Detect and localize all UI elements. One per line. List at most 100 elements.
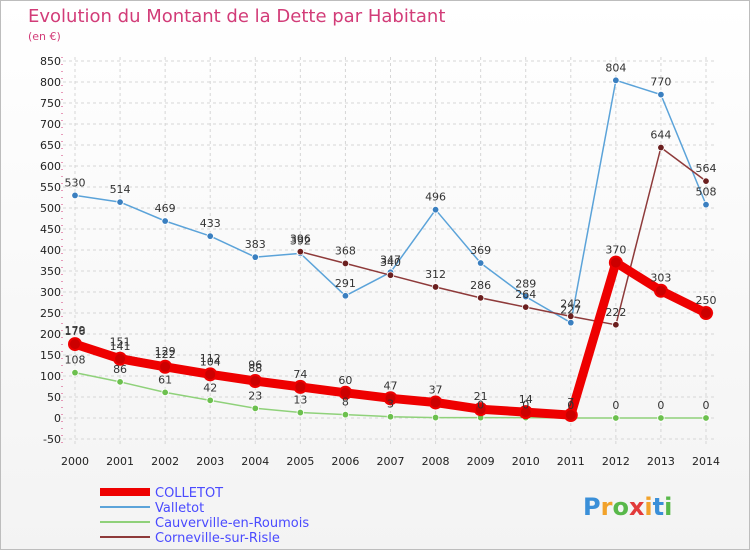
legend-swatch-valletot [100, 506, 150, 508]
data-point [522, 292, 530, 301]
x-tick-label: 2009 [467, 455, 495, 468]
chart-subtitle: (en €) [28, 30, 61, 43]
x-tick-label: 2013 [647, 455, 675, 468]
data-point [657, 414, 665, 422]
data-point [702, 414, 710, 422]
data-label: 122 [155, 348, 176, 361]
y-tick-label: 850 [40, 55, 61, 68]
y-tick-label: 650 [40, 139, 61, 152]
data-point [428, 395, 443, 410]
data-point [161, 217, 169, 225]
legend-swatch-colletot [100, 488, 150, 496]
y-tick-label: 350 [40, 265, 61, 278]
data-label: 303 [650, 272, 671, 285]
legend: COLLETOT Valletot Cauverville-en-Roumois… [100, 486, 309, 546]
data-label: 0 [522, 399, 529, 412]
y-tick-label: 200 [40, 328, 61, 341]
data-label: 61 [158, 373, 172, 386]
data-label: 37 [429, 383, 443, 396]
data-point [113, 351, 128, 366]
data-label: 60 [338, 374, 352, 387]
data-label: 469 [155, 202, 176, 215]
data-point [476, 259, 485, 267]
data-point [699, 306, 713, 320]
data-label: 347 [380, 253, 401, 266]
legend-label-valletot: Valletot [155, 501, 204, 516]
data-point [608, 255, 623, 270]
data-point [612, 321, 620, 329]
data-label: 530 [65, 176, 86, 189]
data-label: 496 [425, 191, 446, 204]
data-label: 368 [335, 244, 356, 257]
data-point [653, 283, 668, 298]
data-point [206, 232, 214, 240]
y-tick-label: 450 [40, 223, 61, 236]
y-tick-label: 800 [40, 76, 61, 89]
data-label: 264 [515, 288, 536, 301]
data-label: 0 [612, 399, 619, 412]
chart-title: Evolution du Montant de la Dette par Hab… [28, 6, 445, 27]
data-point [473, 402, 488, 417]
brand-text: Proxiti [583, 493, 672, 521]
x-tick-label: 2014 [692, 455, 720, 468]
y-tick-label: 500 [40, 202, 61, 215]
x-tick-label: 2000 [61, 455, 89, 468]
x-tick-label: 2005 [286, 455, 314, 468]
data-label: 369 [470, 244, 491, 257]
data-label: 340 [380, 256, 401, 269]
y-tick-label: 150 [40, 349, 61, 362]
y-tick-label: 100 [40, 370, 61, 383]
data-label: 312 [425, 268, 446, 281]
data-label: 13 [293, 394, 307, 407]
data-label: 289 [515, 278, 536, 291]
data-label: 644 [650, 129, 671, 142]
data-point [206, 396, 214, 405]
data-label: 0 [477, 399, 484, 412]
data-point [251, 404, 259, 413]
data-point [702, 200, 710, 209]
data-label: 514 [110, 183, 131, 196]
y-tick-label: 300 [40, 286, 61, 299]
data-label: 129 [155, 345, 176, 358]
data-label: 291 [335, 277, 356, 290]
data-point [161, 388, 169, 397]
data-label: 0 [657, 399, 664, 412]
data-label: 88 [248, 362, 262, 375]
x-tick-label: 2001 [106, 455, 134, 468]
data-point [567, 312, 575, 321]
data-label: 433 [200, 217, 221, 230]
data-label: 141 [110, 340, 131, 353]
data-label: 770 [650, 76, 671, 89]
y-tick-label: 50 [47, 391, 61, 404]
y-tick-label: 750 [40, 97, 61, 110]
x-tick-label: 2002 [151, 455, 179, 468]
data-label: 112 [200, 352, 221, 365]
axis-layer: -500501001502002503003504004505005506006… [40, 55, 720, 468]
data-point [702, 177, 710, 185]
data-label: 3 [387, 398, 394, 411]
data-label: 179 [65, 324, 86, 337]
data-point [296, 408, 305, 417]
data-point [71, 191, 79, 200]
data-label: 14 [519, 393, 533, 406]
x-tick-label: 2007 [377, 455, 405, 468]
data-label: 0 [703, 399, 710, 412]
proxiti-logo: Proxiti [583, 493, 672, 521]
y-tick-label: 250 [40, 307, 61, 320]
data-point [567, 318, 575, 327]
data-label: 96 [248, 359, 262, 372]
data-point [116, 378, 124, 386]
data-point [657, 90, 665, 99]
data-label: 242 [560, 297, 581, 310]
data-point [71, 368, 79, 377]
data-label: 508 [696, 186, 717, 199]
data-point [296, 247, 305, 256]
y-tick-label: 550 [40, 181, 61, 194]
data-label: 392 [290, 234, 311, 247]
data-label: 21 [474, 390, 488, 403]
data-point [386, 413, 395, 421]
data-label: 47 [384, 379, 398, 392]
data-label: 104 [200, 355, 221, 368]
y-tick-label: 400 [40, 244, 61, 257]
